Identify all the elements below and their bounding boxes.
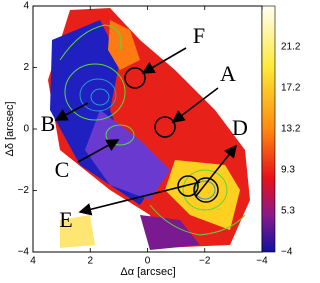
y-tick-label: 2 [23, 62, 29, 73]
colorbar-tick-label: 17.2 [281, 83, 301, 94]
label-f: F [193, 23, 205, 48]
x-tick-label: 0 [145, 256, 151, 267]
y-tick-label: 4 [23, 1, 29, 12]
x-axis-label: Δα [arcsec] [120, 266, 175, 278]
label-b: B [41, 111, 56, 136]
label-d: D [232, 115, 248, 140]
colorbar-tick-label: 13.2 [281, 124, 301, 135]
y-tick-label: −4 [18, 247, 30, 258]
y-axis-label: Δδ [arcsec] [4, 101, 16, 156]
arrows [54, 47, 237, 216]
label-a: A [220, 61, 236, 86]
colorbar-tick-label: −4 [281, 247, 293, 258]
colorbar-tick-label: 5.3 [281, 206, 295, 217]
y-tick-label: 0 [23, 124, 29, 135]
x-tick-label: −2 [199, 256, 211, 267]
colorbar-tick-label: 21.2 [281, 42, 301, 53]
y-tick-label: −2 [18, 185, 30, 196]
figure: F A B C D E Δα [arcsec] Δδ [arcsec] 4 2 0 −… [4, 1, 301, 278]
x-tick-label: 2 [87, 256, 93, 267]
label-c: C [55, 157, 70, 182]
x-tick-label: −4 [256, 256, 268, 267]
label-e: E [59, 207, 72, 232]
colorbar [261, 5, 276, 253]
x-tick-label: 4 [30, 256, 36, 267]
colorbar-tick-label: 9.3 [281, 165, 295, 176]
map [48, 8, 250, 250]
